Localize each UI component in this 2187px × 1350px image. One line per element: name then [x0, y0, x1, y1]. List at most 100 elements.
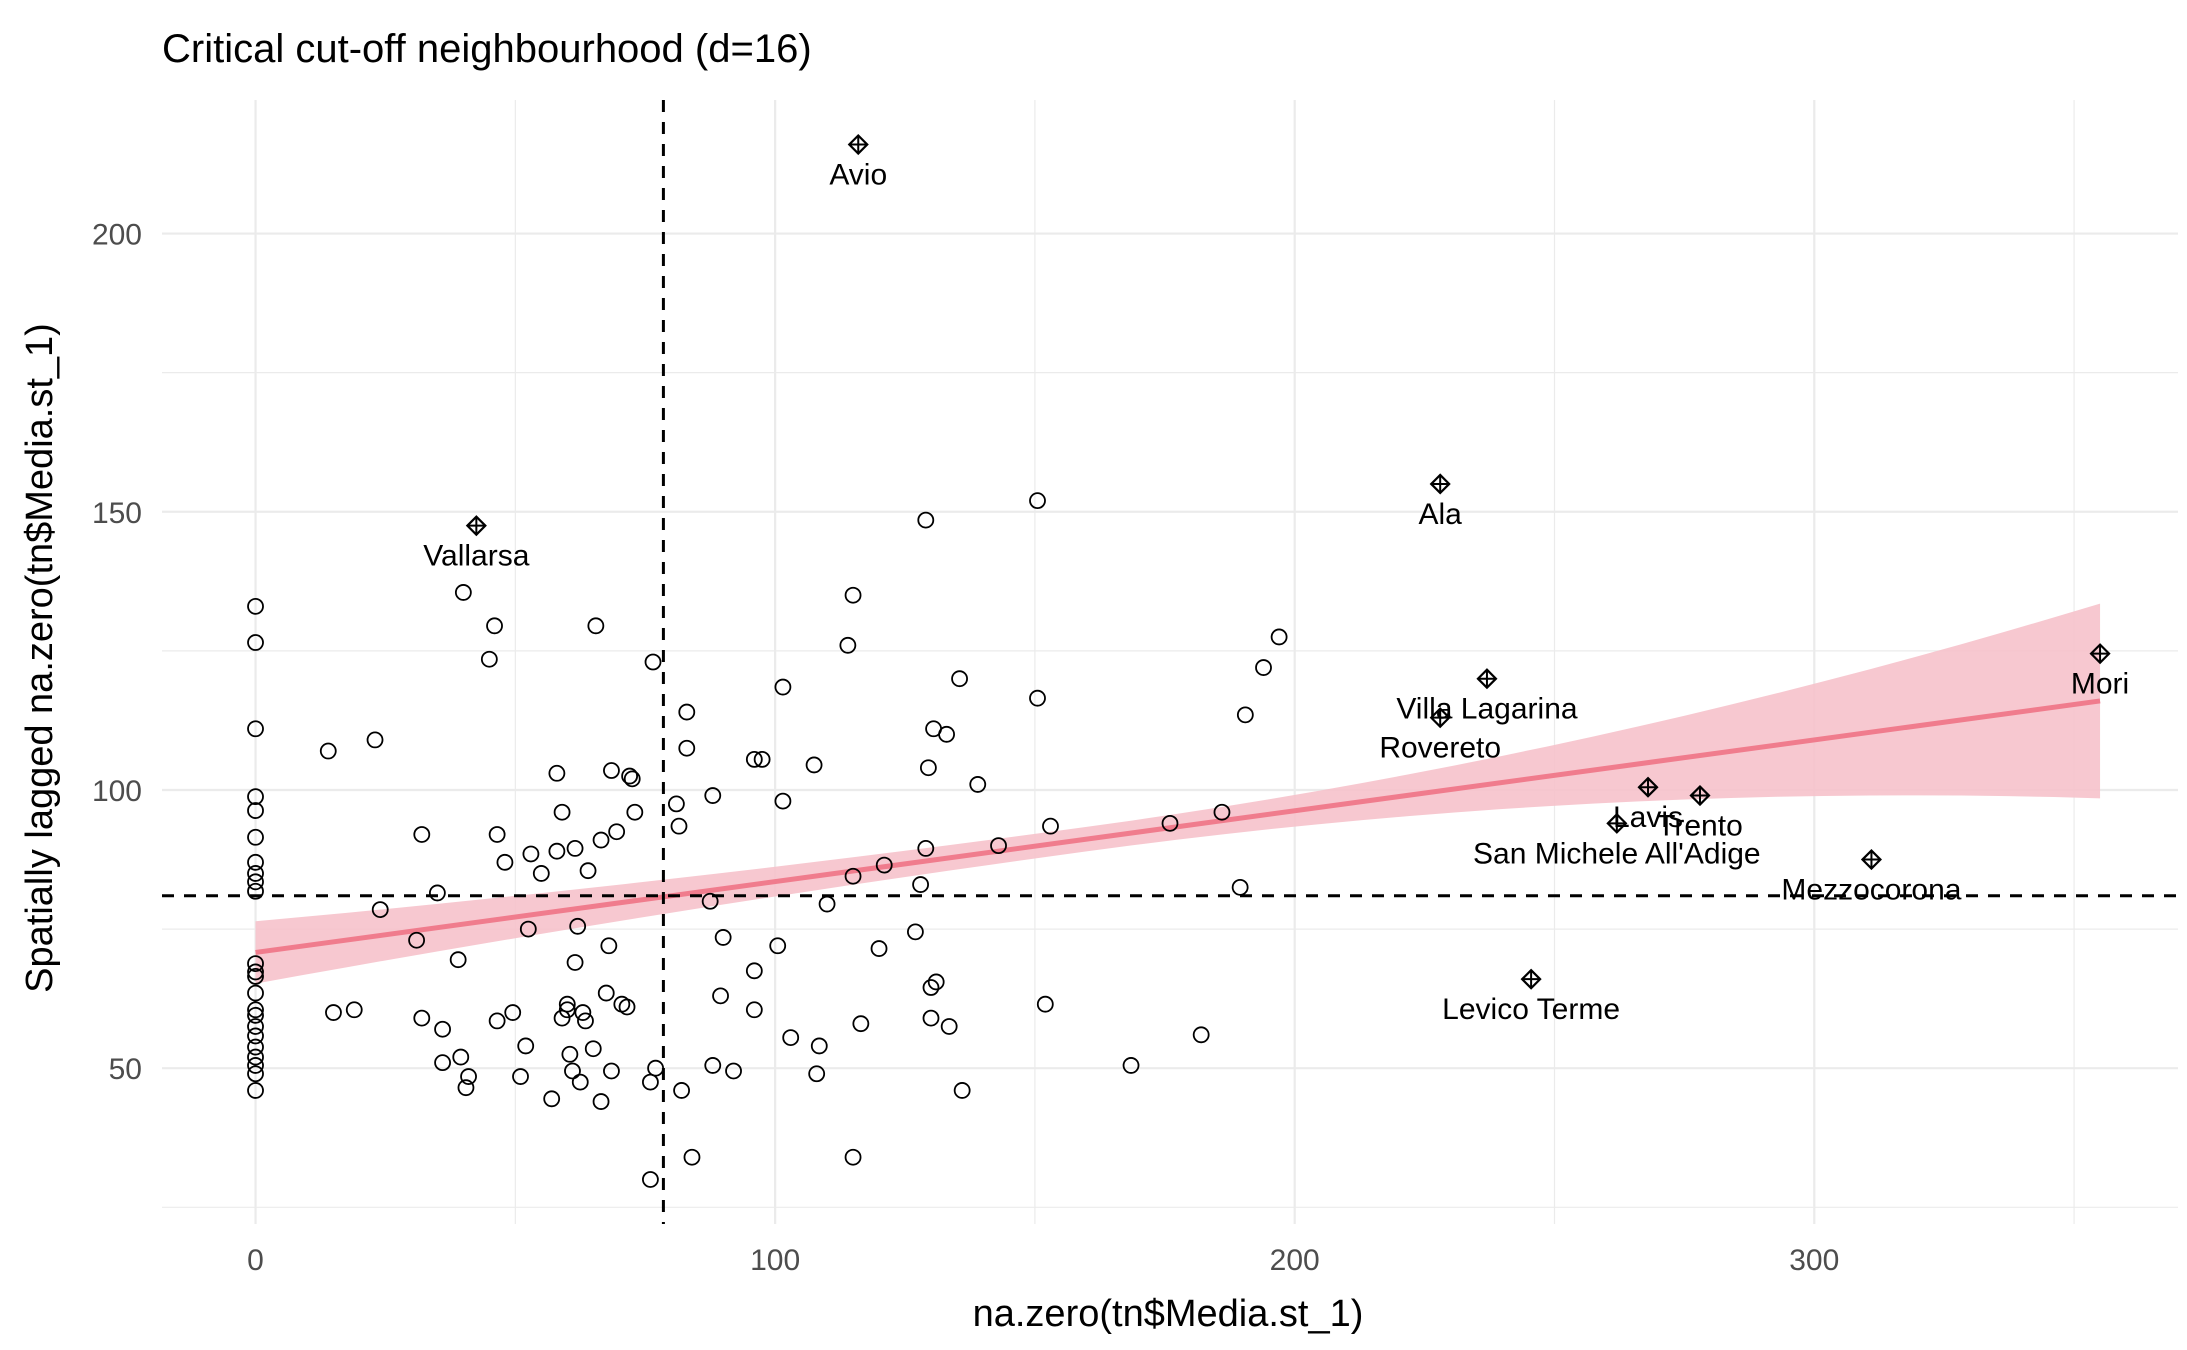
data-point	[603, 1062, 620, 1080]
influential-point	[465, 515, 487, 537]
point-label: Ala	[1419, 498, 1463, 531]
data-point	[592, 1093, 610, 1110]
data-point	[247, 984, 264, 1002]
data-point	[852, 1015, 870, 1033]
point-label: Levico Terme	[1442, 993, 1620, 1026]
influential-point	[1429, 707, 1451, 729]
data-point	[951, 670, 968, 688]
data-point	[745, 1001, 763, 1019]
data-point	[247, 1048, 264, 1066]
point-label: Mezzocorona	[1781, 874, 1961, 907]
data-point	[460, 1068, 477, 1085]
data-point	[449, 951, 467, 969]
data-point	[725, 1062, 742, 1080]
data-point	[522, 845, 540, 863]
data-point	[642, 1171, 659, 1188]
data-point	[953, 1082, 971, 1099]
x-tick-label: 200	[1270, 1244, 1320, 1277]
influential-point	[1606, 812, 1628, 834]
data-point	[745, 962, 763, 980]
data-point	[519, 920, 537, 938]
data-point	[553, 803, 571, 821]
grid-lines	[162, 100, 2178, 1224]
influential-point	[847, 133, 869, 156]
data-point	[919, 759, 937, 777]
data-point	[626, 803, 644, 821]
y-tick-label: 100	[92, 775, 142, 808]
data-point	[1270, 628, 1288, 646]
data-point	[844, 1148, 862, 1166]
influential-point	[1429, 473, 1451, 495]
regression-line	[255, 698, 2101, 955]
data-point	[512, 1068, 529, 1085]
data-point	[579, 862, 597, 880]
point-label: Avio	[829, 159, 887, 192]
data-point	[810, 1037, 828, 1055]
data-point	[917, 840, 935, 857]
data-point	[558, 995, 576, 1013]
data-point	[587, 617, 605, 635]
data-point	[247, 788, 264, 806]
data-point	[1029, 689, 1046, 707]
data-point	[1231, 878, 1249, 896]
data-point	[969, 776, 987, 793]
data-point	[844, 586, 862, 604]
influential-points: Avio Ala Vallarsa Mori Villa Lagarina Roveret…	[423, 133, 2129, 1026]
influential-point	[1476, 668, 1498, 690]
data-point	[667, 795, 685, 813]
data-point	[561, 1045, 579, 1063]
point-label: Rovereto	[1379, 732, 1501, 765]
data-point	[247, 720, 264, 738]
data-point	[548, 764, 566, 782]
data-point	[543, 1090, 561, 1108]
data-point	[457, 1079, 475, 1097]
data-point	[844, 867, 862, 885]
data-point	[434, 1020, 451, 1038]
data-point	[366, 731, 384, 749]
influential-point	[1689, 784, 1711, 807]
data-point	[912, 876, 929, 893]
data-point	[922, 979, 940, 996]
data-point	[1236, 706, 1254, 724]
data-point	[805, 756, 823, 774]
data-point	[325, 1004, 342, 1021]
data-point	[927, 973, 945, 991]
data-point	[247, 828, 264, 846]
data-point	[670, 817, 688, 835]
data-point	[574, 1004, 592, 1021]
data-point	[642, 1073, 659, 1091]
point-label: Lavis	[1613, 801, 1683, 834]
data-point	[990, 837, 1007, 855]
data-point	[319, 742, 337, 760]
point-label: Trento	[1657, 810, 1743, 843]
data-point	[247, 873, 264, 891]
data-point	[647, 1059, 665, 1077]
data-point	[701, 892, 719, 910]
y-tick-label: 150	[92, 497, 142, 530]
point-label: Vallarsa	[423, 540, 529, 573]
data-point	[571, 1073, 589, 1091]
data-point	[870, 940, 888, 957]
x-axis-title: na.zero(tn$Media.st_1)	[973, 1293, 1364, 1335]
data-point	[454, 584, 472, 601]
x-tick-label: 100	[750, 1244, 800, 1277]
x-tick-label: 300	[1789, 1244, 1839, 1277]
data-point	[247, 963, 264, 981]
data-point	[247, 967, 264, 985]
data-point	[782, 1029, 800, 1046]
data-point	[1122, 1057, 1140, 1074]
data-point	[1029, 492, 1046, 510]
data-point	[774, 678, 792, 696]
point-label: San Michele All'Adige	[1473, 837, 1761, 870]
y-tick-label: 50	[109, 1053, 142, 1086]
data-point	[408, 931, 425, 949]
data-point	[486, 617, 503, 635]
data-point	[247, 1057, 264, 1074]
data-point	[452, 1048, 470, 1066]
data-point	[247, 597, 264, 615]
chart-title: Critical cut-off neighbourhood (d=16)	[162, 27, 812, 71]
data-point	[247, 802, 264, 819]
data-point	[922, 1009, 940, 1027]
data-point	[532, 865, 550, 882]
